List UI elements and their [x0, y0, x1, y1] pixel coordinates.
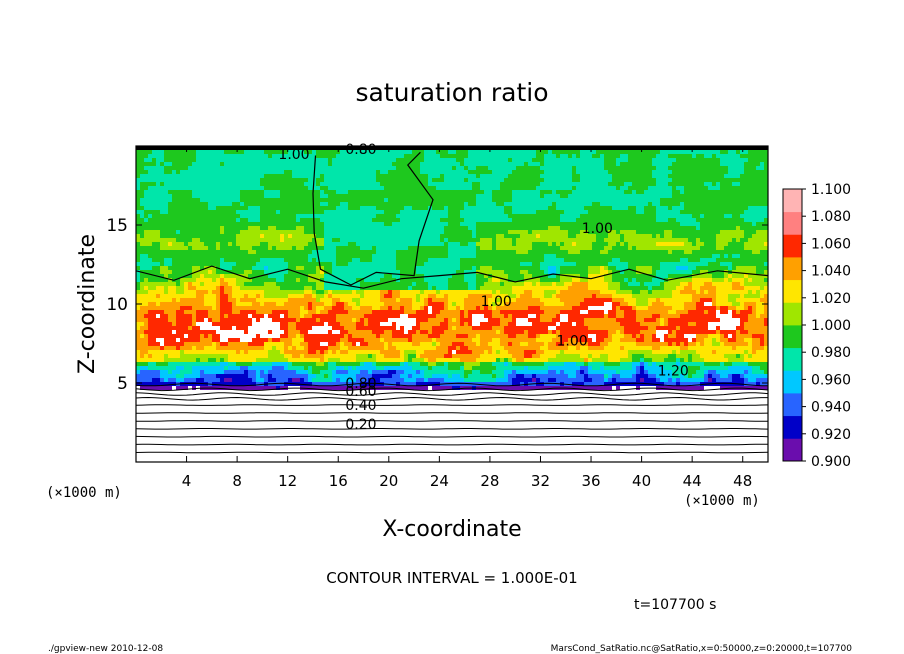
colorbar-swatch: [783, 370, 802, 394]
x-tick-label: 16: [329, 472, 348, 490]
contour-label: 1.20: [658, 363, 689, 379]
x-axis-title: X-coordinate: [382, 517, 521, 542]
colorbar-swatch: [783, 415, 802, 439]
colorbar-swatch: [783, 257, 802, 281]
y-tick-label: 15: [106, 216, 128, 236]
contour-label: 0.20: [345, 417, 376, 433]
y-unit-label: (×1000 m): [46, 485, 122, 501]
x-tick-label: 12: [278, 472, 297, 490]
colorbar-swatch: [783, 279, 802, 303]
x-tick-label: 36: [581, 472, 600, 490]
chart-title: saturation ratio: [355, 78, 548, 107]
x-tick-label: 24: [430, 472, 449, 490]
x-tick-label: 28: [480, 472, 499, 490]
colorbar-swatch: [783, 234, 802, 258]
colorbar-swatch: [783, 325, 802, 349]
colorbar-swatch: [783, 347, 802, 371]
colorbar-label: 1.040: [811, 264, 851, 280]
contour-interval-text: CONTOUR INTERVAL = 1.000E-01: [326, 569, 577, 587]
x-tick-label: 20: [379, 472, 398, 490]
contour-label: 0.60: [345, 384, 376, 400]
colorbar: 0.900 0.920 0.940 0.960 0.980 1.000 1.020 1.040…: [782, 182, 851, 470]
colorbar-label: 1.080: [811, 209, 851, 225]
contour-label: 1.00: [278, 147, 309, 163]
footer-left: ./gpview-new 2010-12-08: [48, 644, 163, 654]
x-tick-label: 44: [683, 472, 702, 490]
contour-lines: [136, 146, 768, 454]
colorbar-label: 0.940: [811, 400, 851, 416]
contour-label: 0.40: [345, 398, 376, 414]
colorbar-label: 0.960: [811, 372, 851, 388]
contour-label: 0.80: [345, 376, 376, 392]
colorbar-swatch: [783, 393, 802, 417]
y-tick-label: 10: [106, 295, 128, 315]
colorbar-label: 1.000: [811, 318, 851, 334]
x-tick-label: 32: [531, 472, 550, 490]
colorbar-swatch: [783, 211, 802, 235]
x-tick-label: 48: [733, 472, 752, 490]
colorbar-label: 0.900: [811, 454, 851, 470]
y-axis: 5 10 15: [106, 216, 768, 394]
contour-label: 0.80: [345, 142, 376, 158]
x-tick-label: 40: [632, 472, 651, 490]
footer-right: MarsCond_SatRatio.nc@SatRatio,x=0:50000,…: [551, 644, 853, 654]
colorbar-label: 0.980: [811, 345, 851, 361]
x-axis: 4 8 12 16 20 24 28 32 36 40 44 48: [182, 146, 752, 490]
x-tick-label: 4: [182, 472, 192, 490]
saturation-field: [136, 146, 768, 462]
contour-label: 1.00: [582, 221, 613, 237]
y-tick-label: 5: [117, 374, 128, 394]
contour-label: 1.00: [481, 294, 512, 310]
colorbar-label: 1.100: [811, 182, 851, 198]
colorbar-label: 0.920: [811, 427, 851, 443]
colorbar-swatch: [783, 302, 802, 326]
colorbar-label: 1.060: [811, 236, 851, 252]
x-tick-label: 8: [232, 472, 242, 490]
x-unit-label: (×1000 m): [684, 493, 760, 509]
colorbar-swatch: [783, 438, 802, 462]
time-label: t=107700 s: [634, 597, 716, 613]
colorbar-swatch: [783, 189, 802, 213]
colorbar-label: 1.020: [811, 291, 851, 307]
contour-label: 1.00: [556, 333, 587, 349]
y-axis-title: Z-coordinate: [75, 234, 100, 374]
